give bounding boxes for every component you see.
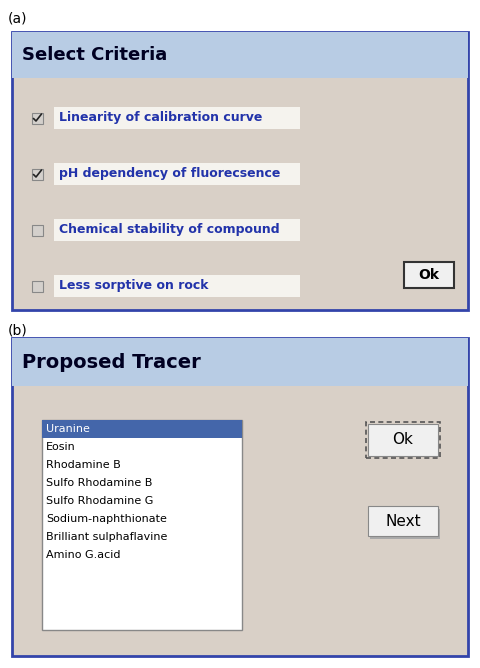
Bar	[32, 224, 43, 236]
Text: Brilliant sulphaflavine: Brilliant sulphaflavine	[46, 532, 168, 542]
Bar	[366, 422, 440, 458]
Bar	[54, 107, 300, 129]
Text: Linearity of calibration curve: Linearity of calibration curve	[59, 112, 263, 124]
Text: Sulfo Rhodamine G: Sulfo Rhodamine G	[46, 496, 154, 506]
Bar	[54, 219, 300, 241]
Text: Eosin: Eosin	[46, 442, 76, 452]
Text: Sulfo Rhodamine B: Sulfo Rhodamine B	[46, 478, 152, 488]
Text: Ok: Ok	[419, 268, 440, 282]
Text: Amino G.acid: Amino G.acid	[46, 550, 120, 560]
Bar	[370, 509, 440, 539]
Text: Chemical stability of compound: Chemical stability of compound	[59, 224, 280, 236]
Bar	[404, 262, 454, 288]
Bar	[12, 32, 468, 78]
Text: Uranine: Uranine	[46, 424, 90, 434]
Bar	[32, 281, 43, 291]
Bar	[368, 424, 438, 456]
Bar	[368, 506, 438, 536]
Bar	[12, 32, 468, 310]
Text: Select Criteria: Select Criteria	[22, 46, 167, 64]
Text: (b): (b)	[8, 323, 28, 337]
Bar	[42, 420, 242, 438]
Bar	[32, 112, 43, 124]
Bar	[32, 168, 43, 180]
Text: Sodium-naphthionate: Sodium-naphthionate	[46, 514, 167, 524]
Bar	[12, 338, 468, 386]
Bar	[54, 163, 300, 185]
Text: (a): (a)	[8, 11, 27, 25]
Bar	[12, 338, 468, 656]
Text: Rhodamine B: Rhodamine B	[46, 460, 121, 470]
Text: Proposed Tracer: Proposed Tracer	[22, 353, 201, 371]
Text: pH dependency of fluorecsence: pH dependency of fluorecsence	[59, 168, 280, 180]
Bar	[54, 275, 300, 297]
Text: Next: Next	[385, 514, 421, 528]
Text: Ok: Ok	[393, 432, 413, 448]
Text: Less sorptive on rock: Less sorptive on rock	[59, 279, 208, 293]
Bar	[42, 420, 242, 630]
